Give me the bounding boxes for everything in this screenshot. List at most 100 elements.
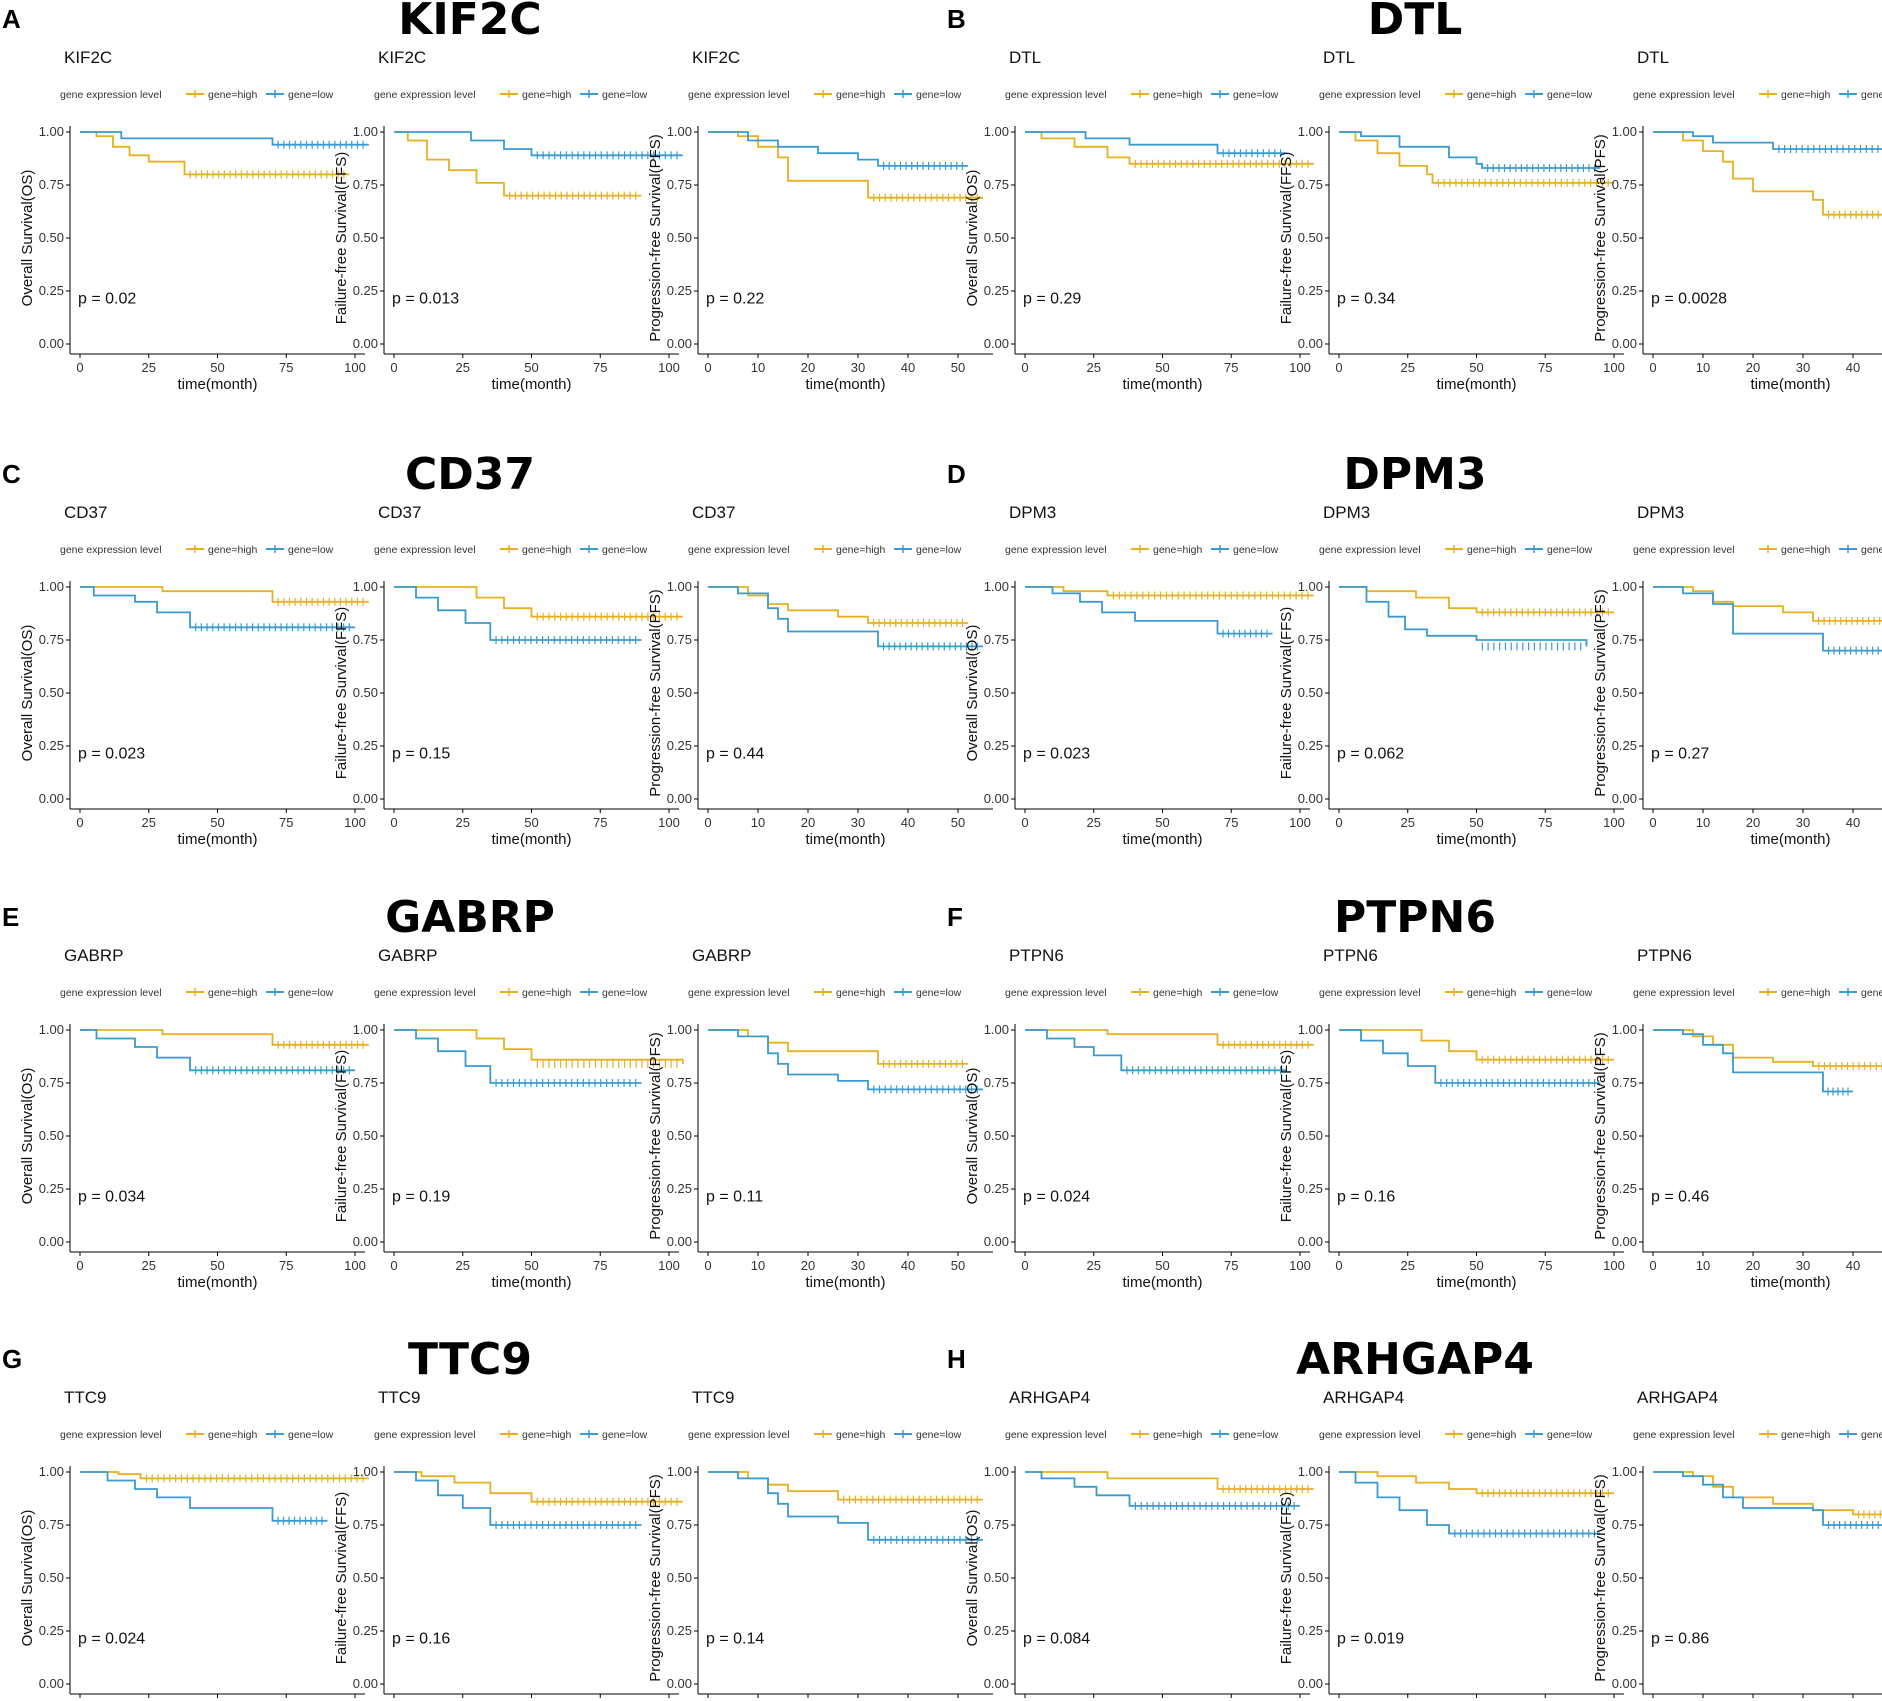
km-curve-low [394,131,683,157]
legend-label-high: gene=high [1467,1429,1517,1441]
x-tick-label: 100 [1603,1258,1625,1273]
y-tick-label: 1.00 [667,579,692,594]
km-plot-pfs: DTL gene expression level gene=high gene=lo… [1592,48,1882,393]
x-axis-title: time(month) [177,1274,257,1291]
x-tick-label: 100 [1603,360,1625,375]
km-curve-low [1653,586,1882,652]
y-tick-label: 0.75 [1298,177,1323,192]
km-plot-pfs: PTPN6 gene expression level gene=high gene=… [1592,946,1882,1291]
x-tick-label: 100 [1289,815,1311,830]
km-curve-low [708,1471,983,1541]
y-tick-label: 0.25 [353,738,378,753]
x-tick-label: 75 [1538,360,1552,375]
y-tick-label: 0.75 [39,177,64,192]
p-value: p = 0.019 [1337,1631,1404,1648]
y-axis-title: Progression-free Survival(PFS) [647,589,664,797]
y-tick-label: 1.00 [1298,579,1323,594]
km-curve-low [1653,131,1882,150]
y-tick-label: 0.00 [1298,791,1323,806]
legend-title: gene expression level [1633,544,1735,556]
legend-label-low: gene=low [602,544,648,556]
x-tick-label: 50 [210,815,224,830]
km-curve-low [708,131,968,167]
p-value: p = 0.0028 [1651,291,1727,308]
km-curve-high [80,131,350,176]
km-curve-low [1653,1471,1882,1526]
y-axis-title: Overall Survival(OS) [19,1510,36,1647]
p-value: p = 0.44 [706,746,764,763]
km-curve-high [1339,586,1614,614]
gene-title: GABRP [385,892,555,943]
y-tick-label: 0.00 [39,336,64,351]
y-tick-label: 0.00 [667,791,692,806]
y-tick-label: 0.00 [1298,1234,1323,1249]
km-plot-ffs: PTPN6 gene expression level gene=high gene=… [1278,946,1625,1291]
plot-title: KIF2C [692,48,740,67]
km-curve-high [394,1471,683,1503]
x-tick-label: 75 [593,815,607,830]
panel-letter: E [2,902,19,932]
p-value: p = 0.034 [78,1189,145,1206]
x-axis-title: time(month) [491,831,571,848]
y-tick-label: 0.25 [1298,1181,1323,1196]
km-curve-high [1025,1471,1314,1490]
y-tick-label: 0.50 [1612,230,1637,245]
km-curve-low [394,1471,642,1526]
panel-letter: D [947,459,966,489]
legend-label-high: gene=high [522,544,572,556]
x-tick-label: 0 [1021,815,1028,830]
y-tick-label: 1.00 [1612,1022,1637,1037]
legend-label-high: gene=high [1467,544,1517,556]
y-tick-label: 1.00 [39,579,64,594]
x-axis-title: time(month) [1750,1274,1830,1291]
y-tick-label: 0.00 [984,791,1009,806]
km-curve-low [1025,1471,1300,1507]
y-tick-label: 0.50 [353,1570,378,1585]
y-tick-label: 0.75 [667,1075,692,1090]
legend-label-low: gene=low [1233,544,1279,556]
km-plot-ffs: CD37 gene expression level gene=high gene=l… [333,503,683,848]
x-tick-label: 0 [76,815,83,830]
legend-title: gene expression level [1005,89,1107,101]
y-tick-label: 0.50 [1298,685,1323,700]
y-tick-label: 0.25 [1612,738,1637,753]
plot-title: PTPN6 [1323,946,1378,965]
legend-label-low: gene=low [916,89,962,101]
gene-title: KIF2C [398,0,541,45]
x-tick-label: 25 [142,1258,156,1273]
panel-letter: C [2,459,21,489]
legend-label-high: gene=high [208,987,258,999]
x-tick-label: 100 [344,815,366,830]
plot-title: GABRP [64,946,124,965]
x-tick-label: 25 [1087,360,1101,375]
p-value: p = 0.46 [1651,1189,1709,1206]
legend-title: gene expression level [1319,987,1421,999]
km-curve-high [1339,131,1614,184]
y-tick-label: 0.75 [1612,177,1637,192]
x-tick-label: 30 [851,360,865,375]
x-tick-label: 0 [1021,360,1028,375]
legend-label-low: gene=low [1861,89,1882,101]
y-tick-label: 0.00 [984,1676,1009,1691]
legend-label-high: gene=high [1467,987,1517,999]
y-axis-title: Progression-free Survival(PFS) [1592,1032,1609,1240]
legend-label-low: gene=low [1861,987,1882,999]
panel-a: A KIF2C KIF2C gene expression level gene=hig… [2,0,993,393]
km-plot-os: KIF2C gene expression level gene=high gene=… [19,48,369,393]
km-curve-low [394,586,642,641]
x-tick-label: 0 [390,815,397,830]
y-tick-label: 0.75 [984,177,1009,192]
y-tick-label: 1.00 [353,124,378,139]
y-tick-label: 0.75 [353,1075,378,1090]
legend-title: gene expression level [1005,1429,1107,1441]
km-curve-high [1653,1029,1882,1067]
x-tick-label: 0 [1649,1258,1656,1273]
legend-label-high: gene=high [1153,89,1203,101]
km-curve-low [80,1471,328,1522]
plot-title: CD37 [692,503,735,522]
panel-letter: G [2,1344,22,1374]
legend-label-low: gene=low [916,987,962,999]
plot-title: KIF2C [64,48,112,67]
x-tick-label: 50 [1469,815,1483,830]
y-tick-label: 0.00 [1612,1676,1637,1691]
